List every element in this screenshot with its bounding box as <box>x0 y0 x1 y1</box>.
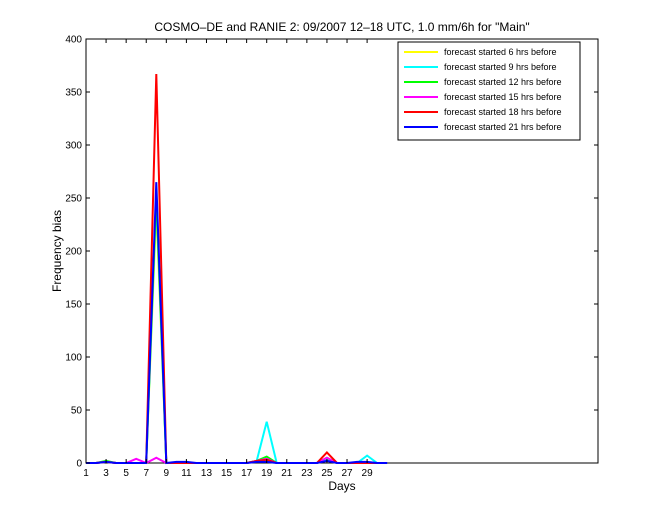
y-tick-label: 300 <box>65 141 82 152</box>
legend-label-4: forecast started 15 hrs before <box>444 92 562 102</box>
series-layer <box>86 73 388 465</box>
y-ticks: 0 50 100 150 200 250 300 350 400 <box>65 35 598 470</box>
y-tick-label: 350 <box>65 88 82 99</box>
y-tick-label: 250 <box>65 194 82 205</box>
y-tick-label: 400 <box>65 35 82 46</box>
x-tick-label: 17 <box>241 468 253 479</box>
y-tick-label: 0 <box>76 459 82 470</box>
x-tick-label: 1 <box>83 468 89 479</box>
legend-box <box>397 41 581 141</box>
x-tick-label: 25 <box>321 468 333 479</box>
x-tick-label: 3 <box>103 468 109 479</box>
x-axis-label: Days <box>328 479 355 493</box>
legend-label-6: forecast started 21 hrs before <box>444 122 562 132</box>
x-tick-label: 27 <box>341 468 353 479</box>
x-tick-label: 15 <box>221 468 233 479</box>
y-tick-label: 200 <box>65 247 82 258</box>
legend-label-5: forecast started 18 hrs before <box>444 107 562 117</box>
x-tick-label: 7 <box>143 468 149 479</box>
x-tick-label: 9 <box>164 468 170 479</box>
x-tick-label: 21 <box>281 468 293 479</box>
y-tick-label: 50 <box>71 406 83 417</box>
series-line-6 <box>86 182 388 465</box>
legend-label-3: forecast started 12 hrs before <box>444 77 562 87</box>
x-tick-label: 5 <box>123 468 129 479</box>
x-tick-label: 23 <box>301 468 313 479</box>
x-tick-label: 29 <box>362 468 374 479</box>
legend-label-2: forecast started 9 hrs before <box>444 62 557 72</box>
x-tick-label: 11 <box>181 468 192 479</box>
x-tick-label: 19 <box>261 468 273 479</box>
y-tick-label: 150 <box>65 300 82 311</box>
y-axis-label: Frequency bias <box>50 210 64 292</box>
legend-label-1: forecast started 6 hrs before <box>444 47 557 57</box>
legend: forecast started 6 hrs before forecast st… <box>397 41 581 141</box>
chart-title: COSMO–DE and RANIE 2: 09/2007 12–18 UTC,… <box>154 20 529 34</box>
x-ticks: 1 3 5 7 9 11 13 15 17 19 21 23 25 27 29 <box>83 39 373 479</box>
y-tick-label: 100 <box>65 353 82 364</box>
x-tick-label: 13 <box>201 468 213 479</box>
